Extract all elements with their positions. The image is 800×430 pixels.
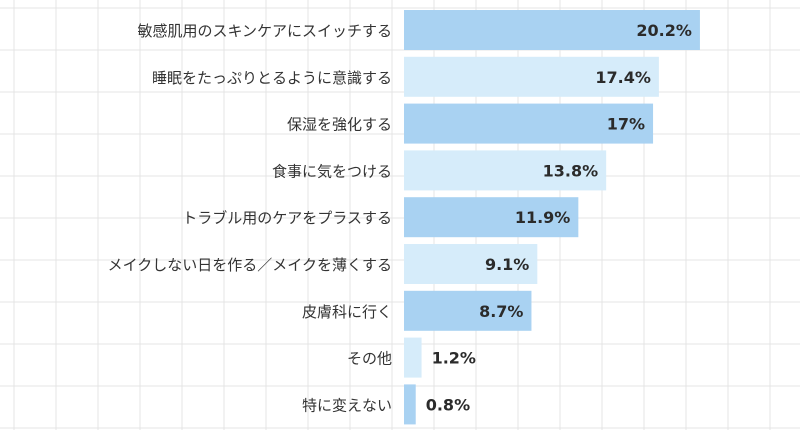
bar <box>404 103 654 144</box>
bar <box>404 384 416 425</box>
category-label: 皮膚科に行く <box>302 303 392 321</box>
category-label: トラブル用のケアをプラスする <box>182 209 392 227</box>
value-label: 9.1% <box>485 255 529 274</box>
bar <box>404 244 538 284</box>
value-label: 1.2% <box>432 349 476 368</box>
bar <box>404 197 579 238</box>
value-label: 0.8% <box>426 395 470 414</box>
value-label: 20.2% <box>636 21 692 40</box>
category-label: その他 <box>347 350 392 368</box>
value-label: 11.9% <box>515 208 571 227</box>
value-label: 17% <box>607 115 645 134</box>
bar <box>404 290 532 331</box>
bar <box>404 150 607 191</box>
category-label: 特に変えない <box>302 396 392 414</box>
category-label: 食事に気をつける <box>272 162 392 180</box>
category-label: 敏感肌用のスキンケアにスイッチする <box>137 22 392 40</box>
bar <box>404 56 659 97</box>
bar <box>404 10 700 50</box>
category-label: 睡眠をたっぷりとるように意識する <box>152 69 392 87</box>
value-label: 17.4% <box>595 68 651 87</box>
category-label: メイクしない日を作る／メイクを薄くする <box>108 256 392 274</box>
bar <box>404 337 422 378</box>
labels-group: 敏感肌用のスキンケアにスイッチする 20.2% 睡眠をたっぷりとるように意識する 17… <box>108 21 692 414</box>
value-label: 13.8% <box>543 161 599 180</box>
category-label: 保湿を強化する <box>287 116 392 134</box>
bars-group <box>404 10 700 425</box>
value-label: 8.7% <box>479 302 523 321</box>
